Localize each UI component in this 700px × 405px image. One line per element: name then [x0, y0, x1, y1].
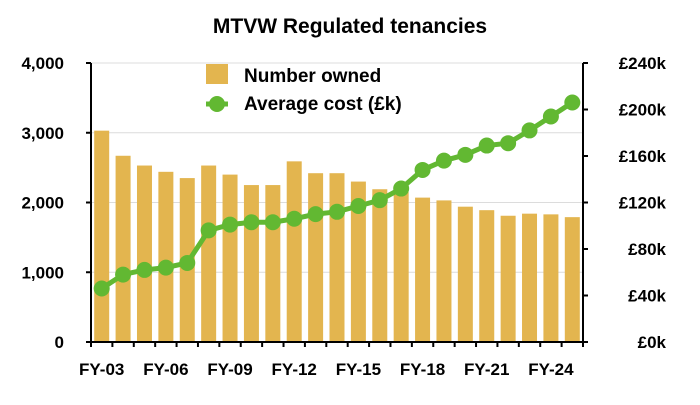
- chart-title: MTVW Regulated tenancies: [213, 15, 487, 38]
- bar: [286, 161, 302, 342]
- x-tick-label: FY-24: [528, 360, 574, 379]
- y-left-tick-label: 2,000: [21, 194, 64, 213]
- bar: [393, 192, 409, 342]
- bar: [436, 200, 452, 342]
- line-point: [200, 222, 217, 239]
- y-left-tick-label: 0: [55, 333, 64, 352]
- bar: [522, 213, 538, 342]
- bar: [329, 173, 345, 342]
- bar: [136, 165, 152, 342]
- bar: [158, 171, 174, 342]
- x-tick-label: FY-09: [207, 360, 252, 379]
- legend: Number owned Average cost (£k): [206, 64, 402, 115]
- line-point: [222, 216, 239, 233]
- bar: [308, 173, 324, 342]
- bar-series-number-owned: [94, 130, 580, 342]
- line-series-average-cost: [93, 94, 581, 297]
- y-right-tick-label: £40k: [628, 287, 666, 306]
- bar: [265, 185, 281, 342]
- line-point: [179, 254, 196, 271]
- line-point: [115, 266, 132, 283]
- y-right-tick-label: £200k: [619, 101, 667, 120]
- line-point: [500, 135, 517, 152]
- y-right-tick-label: £240k: [619, 54, 667, 73]
- axes: 0 1,000 2,000 3,000 4,000 £0k £40k £80k £120k £16…: [21, 54, 666, 379]
- line-point: [157, 259, 174, 276]
- bar: [543, 214, 559, 342]
- x-tick-label: FY-03: [79, 360, 124, 379]
- line-point: [542, 108, 559, 125]
- bar: [564, 217, 580, 342]
- bar: [222, 174, 238, 342]
- line-point: [350, 197, 367, 214]
- x-tick-label: FY-21: [464, 360, 509, 379]
- bar: [372, 189, 388, 342]
- line-point: [329, 203, 345, 220]
- bar: [457, 206, 473, 342]
- y-right-tick-label: £80k: [628, 240, 666, 259]
- line-point: [521, 122, 538, 139]
- legend-swatch-marker: [209, 96, 225, 112]
- bar: [243, 185, 259, 342]
- line-point: [414, 161, 431, 178]
- line-point: [286, 210, 303, 227]
- line-point: [435, 152, 452, 169]
- y-right-tick-label: £160k: [619, 147, 667, 166]
- y-right-tick-label: £120k: [619, 194, 667, 213]
- x-tick-label: FY-06: [143, 360, 188, 379]
- legend-label-average-cost: Average cost (£k): [244, 94, 402, 115]
- y-right-tick-label: £0k: [638, 333, 667, 352]
- line-point: [307, 206, 324, 223]
- x-tick-label: FY-12: [272, 360, 317, 379]
- y-left-tick-label: 3,000: [21, 124, 64, 143]
- x-tick-label: FY-15: [336, 360, 381, 379]
- line-point: [478, 137, 495, 154]
- bar: [115, 155, 131, 342]
- legend-swatch-number-owned: [206, 64, 228, 84]
- y-left-tick-label: 1,000: [21, 263, 64, 282]
- bar: [201, 165, 217, 342]
- line-point: [264, 214, 281, 231]
- bar: [500, 215, 516, 342]
- line-point: [243, 214, 260, 231]
- line-point: [564, 94, 581, 111]
- bar: [479, 210, 495, 342]
- bar: [415, 197, 431, 342]
- line-point: [457, 146, 474, 163]
- line-point: [136, 261, 153, 278]
- bar: [350, 181, 366, 342]
- legend-label-number-owned: Number owned: [244, 66, 381, 87]
- line-point: [93, 280, 110, 297]
- line-point: [393, 180, 410, 197]
- x-tick-label: FY-18: [400, 360, 445, 379]
- y-left-tick-label: 4,000: [21, 54, 64, 73]
- bar: [94, 130, 110, 342]
- line-point: [371, 192, 388, 209]
